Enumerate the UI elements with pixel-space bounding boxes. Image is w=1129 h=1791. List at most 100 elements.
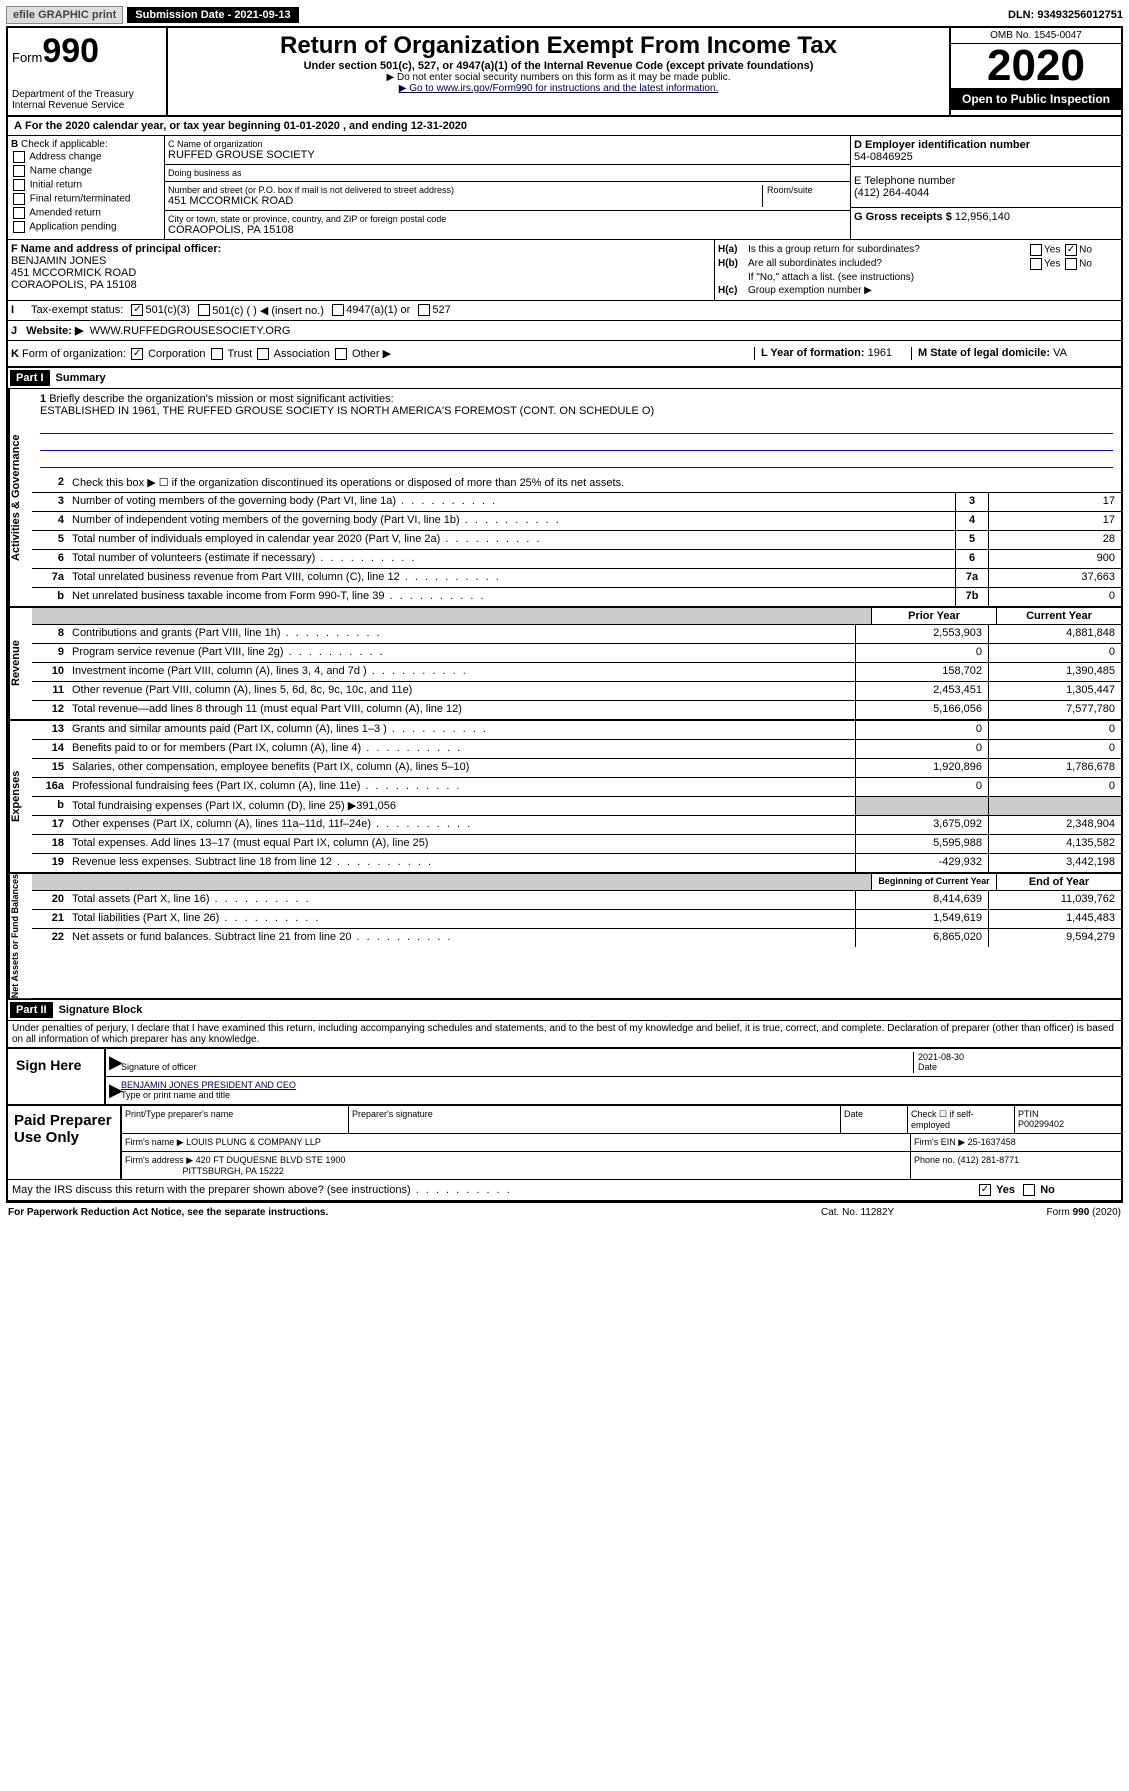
gross-receipts: 12,956,140	[955, 211, 1010, 223]
l14: Benefits paid to or for members (Part IX…	[68, 740, 855, 758]
chk-amended[interactable]	[13, 207, 25, 219]
discuss-no[interactable]	[1023, 1184, 1035, 1196]
l19-prior: -429,932	[855, 854, 988, 872]
chk-trust[interactable]	[211, 348, 223, 360]
hb-no[interactable]	[1065, 258, 1077, 270]
l10-current: 1,390,485	[988, 663, 1121, 681]
l9: Program service revenue (Part VIII, line…	[68, 644, 855, 662]
firm-addr-label: Firm's address ▶	[125, 1155, 193, 1165]
perjury-text: Under penalties of perjury, I declare th…	[8, 1021, 1121, 1047]
form-container: Form990 Department of the Treasury Inter…	[6, 26, 1123, 1202]
l13: Grants and similar amounts paid (Part IX…	[68, 721, 855, 739]
footer-left: For Paperwork Reduction Act Notice, see …	[8, 1207, 821, 1218]
chk-address[interactable]	[13, 151, 25, 163]
chk-final[interactable]	[13, 193, 25, 205]
l22-current: 9,594,279	[988, 929, 1121, 947]
chk-501c[interactable]	[198, 304, 210, 316]
firm-name-label: Firm's name ▶	[125, 1137, 184, 1147]
l16a-prior: 0	[855, 778, 988, 796]
ha-no[interactable]	[1065, 244, 1077, 256]
phone: (412) 264-4044	[854, 187, 929, 199]
section-net-assets: Net Assets or Fund Balances Beginning of…	[8, 874, 1121, 1000]
mission-text: ESTABLISHED IN 1961, THE RUFFED GROUSE S…	[40, 405, 654, 417]
l6-val: 900	[989, 550, 1121, 568]
form-number: Form990	[12, 32, 162, 71]
ha-yes[interactable]	[1030, 244, 1042, 256]
col-deg: D Employer identification number54-08469…	[850, 136, 1121, 239]
l1-txt: Briefly describe the organization's miss…	[49, 393, 393, 405]
firm-phone: (412) 281-8771	[958, 1155, 1020, 1165]
chk-other[interactable]	[335, 348, 347, 360]
chk-pending[interactable]	[13, 221, 25, 233]
l22-prior: 6,865,020	[855, 929, 988, 947]
ha-text: Is this a group return for subordinates?	[748, 244, 1028, 256]
l10-prior: 158,702	[855, 663, 988, 681]
chk-initial[interactable]	[13, 179, 25, 191]
l16a: Professional fundraising fees (Part IX, …	[68, 778, 855, 796]
hb-note: If "No," attach a list. (see instruction…	[748, 272, 1118, 283]
l9-prior: 0	[855, 644, 988, 662]
officer-addr1: 451 MCCORMICK ROAD	[11, 267, 136, 279]
city-label: City or town, state or province, country…	[168, 214, 847, 224]
officer-label: F Name and address of principal officer:	[11, 243, 221, 255]
part2-header: Part IISignature Block	[8, 1000, 1121, 1021]
col-b: B Check if applicable: Address change Na…	[8, 136, 165, 239]
firm-addr: 420 FT DUQUESNE BLVD STE 1900	[196, 1155, 346, 1165]
l17-prior: 3,675,092	[855, 816, 988, 834]
hc-text: Group exemption number ▶	[748, 285, 1118, 296]
efile-button[interactable]: efile GRAPHIC print	[6, 6, 123, 24]
chk-4947[interactable]	[332, 304, 344, 316]
preparer-date-hdr: Date	[841, 1106, 908, 1133]
street-address: 451 MCCORMICK ROAD	[168, 195, 762, 207]
dln: DLN: 93493256012751	[1008, 9, 1123, 21]
ptin-hdr: PTIN	[1018, 1109, 1039, 1119]
l14-prior: 0	[855, 740, 988, 758]
chk-501c3[interactable]	[131, 304, 143, 316]
l15-current: 1,786,678	[988, 759, 1121, 777]
l11-prior: 2,453,451	[855, 682, 988, 700]
domicile-label: M State of legal domicile:	[918, 347, 1050, 359]
sig-name[interactable]: BENJAMIN JONES PRESIDENT AND CEO	[121, 1080, 296, 1090]
top-bar: efile GRAPHIC print Submission Date - 20…	[6, 6, 1123, 24]
org-name: RUFFED GROUSE SOCIETY	[168, 149, 847, 161]
l17: Other expenses (Part IX, column (A), lin…	[68, 816, 855, 834]
l21: Total liabilities (Part X, line 26)	[68, 910, 855, 928]
l12: Total revenue—add lines 8 through 11 (mu…	[68, 701, 855, 719]
website[interactable]: WWW.RUFFEDGROUSESOCIETY.ORG	[90, 325, 291, 337]
tax-status-label: Tax-exempt status:	[31, 304, 123, 317]
city-state-zip: CORAOPOLIS, PA 15108	[168, 224, 847, 236]
chk-assoc[interactable]	[257, 348, 269, 360]
l21-prior: 1,549,619	[855, 910, 988, 928]
l20: Total assets (Part X, line 16)	[68, 891, 855, 909]
chk-name[interactable]	[13, 165, 25, 177]
expenses-label: Expenses	[8, 721, 32, 872]
l7b-val: 0	[989, 588, 1121, 606]
firm-phone-label: Phone no.	[914, 1155, 955, 1165]
ptin: P00299402	[1018, 1119, 1064, 1129]
chk-corp[interactable]	[131, 348, 143, 360]
addr-label: Number and street (or P.O. box if mail i…	[168, 185, 762, 195]
l7a: Total unrelated business revenue from Pa…	[68, 569, 955, 587]
l4-val: 17	[989, 512, 1121, 530]
hb-yes[interactable]	[1030, 258, 1042, 270]
discuss-yes[interactable]	[979, 1184, 991, 1196]
sig-officer-label: Signature of officer	[121, 1062, 196, 1072]
l18: Total expenses. Add lines 13–17 (must eq…	[68, 835, 855, 853]
chk-527[interactable]	[418, 304, 430, 316]
l5: Total number of individuals employed in …	[68, 531, 955, 549]
prior-year-hdr: Prior Year	[871, 608, 996, 624]
year-formation-label: L Year of formation:	[761, 347, 865, 359]
l8-current: 4,881,848	[988, 625, 1121, 643]
year-formation: 1961	[868, 347, 892, 359]
firm-ein-label: Firm's EIN ▶	[914, 1137, 965, 1147]
l19-current: 3,442,198	[988, 854, 1121, 872]
col-c: C Name of organizationRUFFED GROUSE SOCI…	[165, 136, 850, 239]
gross-label: G Gross receipts $	[854, 211, 952, 223]
l4: Number of independent voting members of …	[68, 512, 955, 530]
l20-prior: 8,414,639	[855, 891, 988, 909]
footer-right: Form 990 (2020)	[971, 1207, 1121, 1218]
l14-current: 0	[988, 740, 1121, 758]
form-link[interactable]: ▶ Go to www.irs.gov/Form990 for instruct…	[172, 83, 945, 94]
l11-current: 1,305,447	[988, 682, 1121, 700]
hb-text: Are all subordinates included?	[748, 258, 1028, 270]
